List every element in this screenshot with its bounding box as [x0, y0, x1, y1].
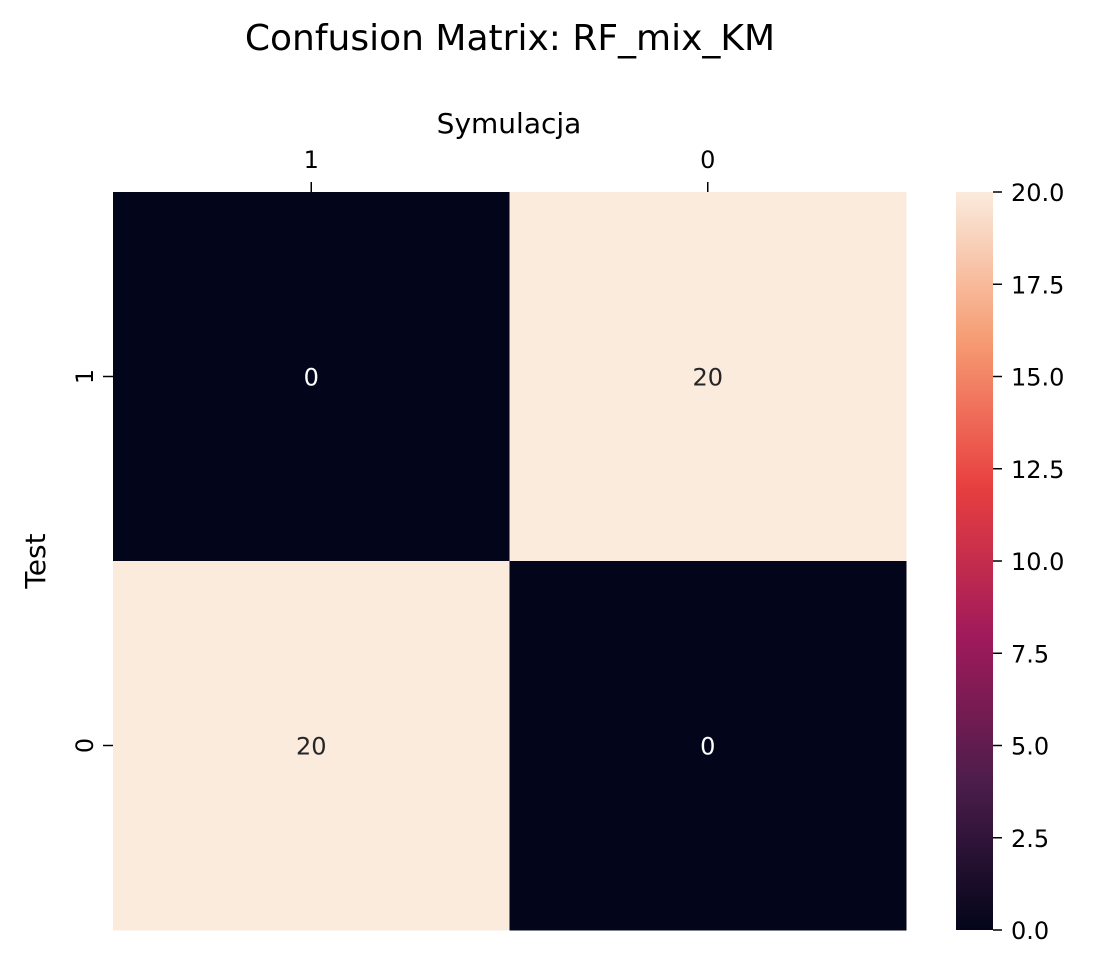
heatmap-cell [113, 561, 510, 931]
cell-annotation: 0 [700, 733, 715, 761]
colorbar-tick-label: 0.0 [1011, 917, 1049, 945]
heatmap-cells [113, 192, 907, 931]
cell-annotations: 0 20 20 0 [296, 364, 723, 761]
colorbar-tick-label: 15.0 [1011, 364, 1064, 392]
colorbar-ticks: 0.0 2.5 5.0 7.5 10.0 12.5 15.0 17.5 20.0 [993, 179, 1064, 945]
y-axis-label: Test [19, 533, 52, 589]
y-tick-label: 1 [71, 369, 99, 384]
colorbar-tick-label: 17.5 [1011, 271, 1064, 299]
cell-annotation: 0 [304, 364, 319, 392]
y-tick-label: 0 [71, 738, 99, 753]
heatmap-cell [509, 192, 907, 562]
chart-title: Confusion Matrix: RF_mix_KM [245, 18, 775, 59]
cell-annotation: 20 [692, 364, 723, 392]
colorbar-tick-label: 12.5 [1011, 456, 1064, 484]
heatmap-cell [509, 561, 907, 931]
colorbar [956, 192, 993, 930]
x-tick-label: 1 [304, 146, 319, 174]
cell-annotation: 20 [296, 733, 327, 761]
colorbar-tick-label: 20.0 [1011, 179, 1064, 207]
x-tick-label: 0 [700, 146, 715, 174]
heatmap-cell [113, 192, 510, 562]
colorbar-tick-label: 5.0 [1011, 733, 1049, 761]
colorbar-tick-label: 2.5 [1011, 825, 1049, 853]
x-axis-label: Symulacja [437, 107, 582, 140]
colorbar-tick-label: 7.5 [1011, 640, 1049, 668]
y-axis-ticks: 10 [71, 369, 113, 753]
colorbar-tick-label: 10.0 [1011, 548, 1064, 576]
